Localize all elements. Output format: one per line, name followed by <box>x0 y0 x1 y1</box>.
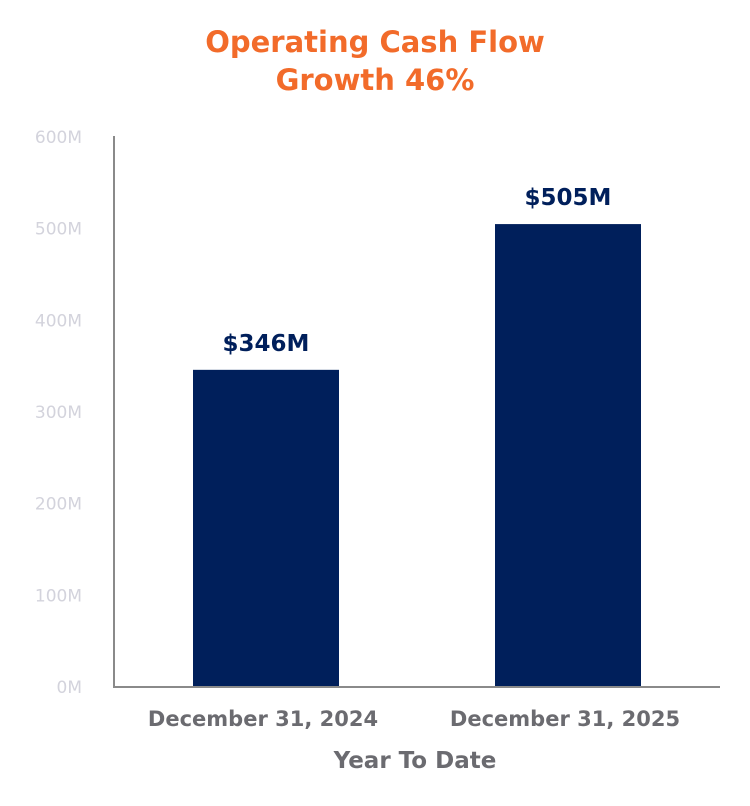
category-label: December 31, 2024 <box>148 707 378 731</box>
chart-title-line-1: Operating Cash Flow <box>205 25 545 59</box>
data-label: $346M <box>223 331 310 357</box>
chart-title-line-2: Growth 46% <box>276 63 475 97</box>
y-tick-label: 200M <box>35 495 82 515</box>
y-tick-label: 0M <box>57 678 82 698</box>
category-label: December 31, 2025 <box>450 707 680 731</box>
bar <box>495 224 641 688</box>
y-tick-label: 500M <box>35 220 82 240</box>
y-tick-label: 100M <box>35 586 82 606</box>
y-tick-label: 300M <box>35 403 82 423</box>
bar <box>193 369 339 687</box>
x-axis-label: Year To Date <box>333 748 497 774</box>
y-tick-label: 400M <box>35 311 82 331</box>
data-label: $505M <box>525 185 612 211</box>
y-tick-label: 600M <box>35 128 82 148</box>
